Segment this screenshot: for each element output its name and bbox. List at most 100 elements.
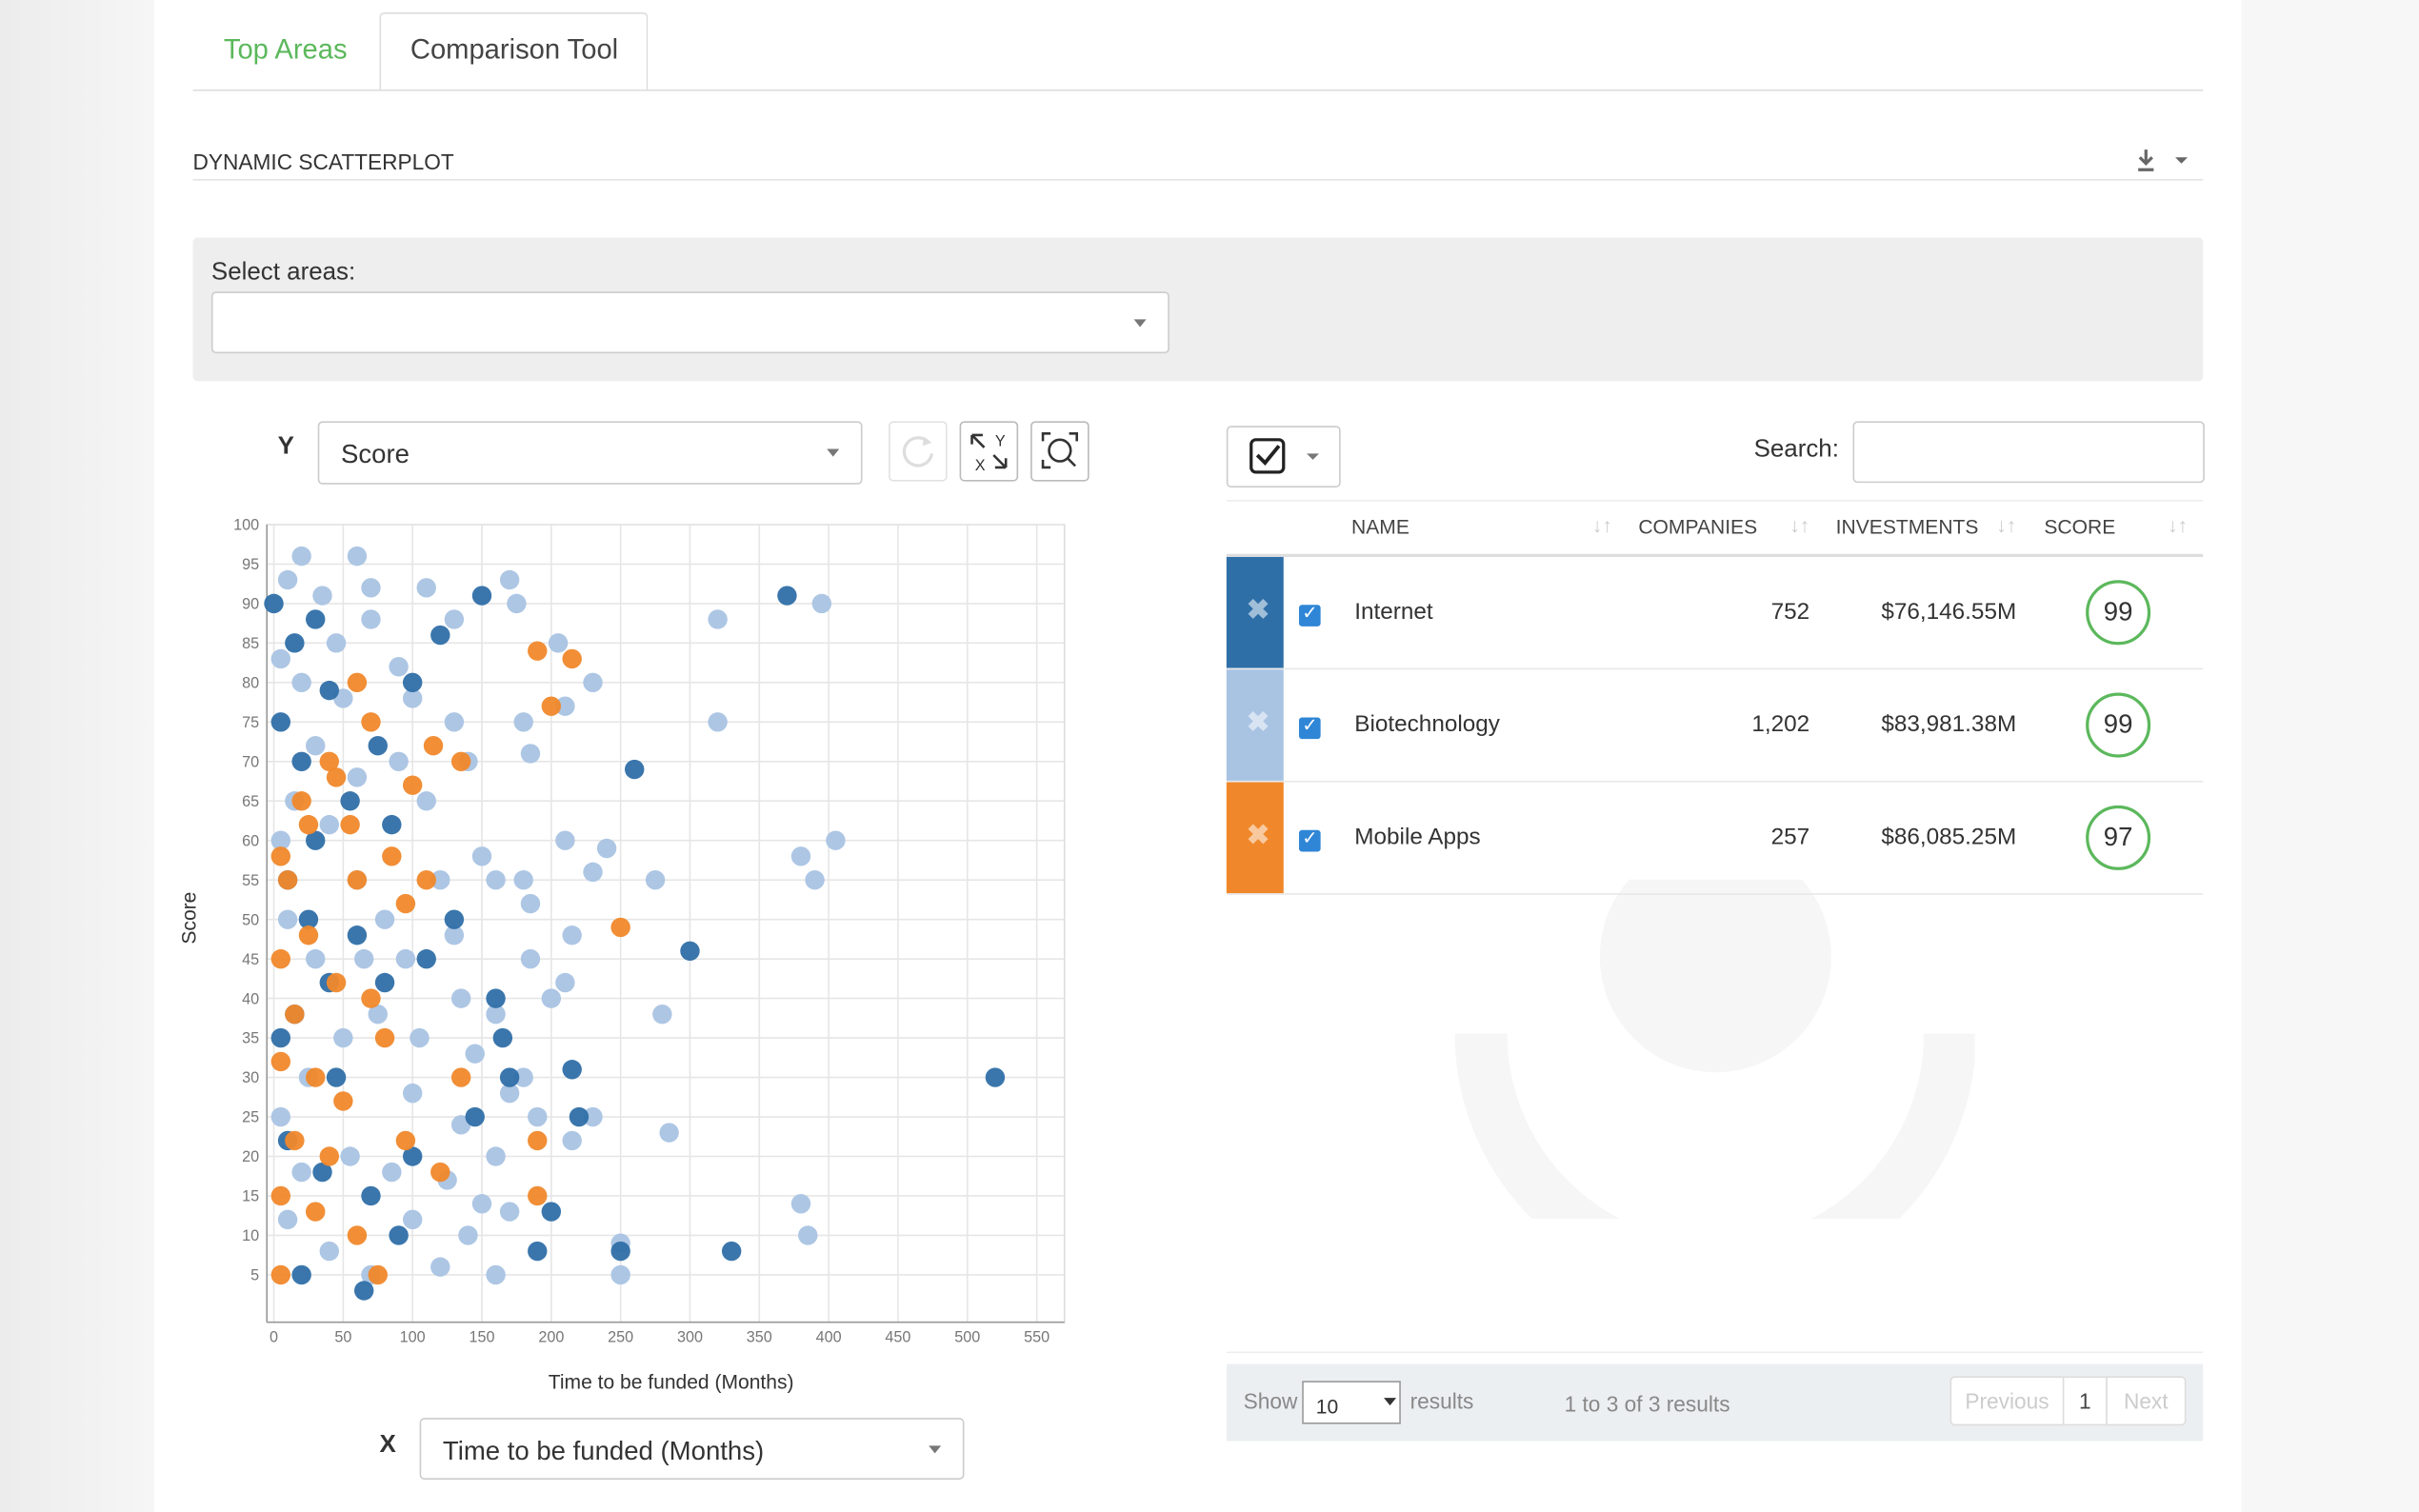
point	[285, 1004, 305, 1025]
column-header[interactable]: INVESTMENTS	[1835, 515, 1979, 539]
next-button[interactable]: Next	[2106, 1376, 2187, 1426]
point	[402, 1083, 423, 1104]
y-control-label: Y	[277, 433, 294, 460]
point	[347, 925, 368, 945]
y-tick-label: 75	[242, 714, 259, 731]
investments: $86,085.25M	[1881, 824, 2017, 850]
point	[291, 751, 311, 771]
point	[333, 1027, 353, 1048]
point	[444, 925, 465, 945]
point	[811, 593, 832, 614]
point	[610, 917, 630, 938]
point	[596, 838, 617, 859]
point	[625, 759, 645, 780]
y-select[interactable]: Score	[317, 421, 863, 485]
point	[583, 862, 603, 883]
sort-icon[interactable]: ↓↑	[1591, 513, 1612, 537]
series-swatch[interactable]: ✖	[1226, 782, 1284, 894]
footer-rule	[1226, 1351, 2204, 1354]
tab[interactable]: Top Areas	[223, 33, 348, 66]
point	[402, 1146, 423, 1166]
point	[548, 633, 569, 653]
point	[520, 948, 541, 969]
point	[306, 609, 326, 629]
point	[471, 1194, 492, 1214]
x-tick-label: 450	[885, 1329, 910, 1346]
point	[541, 1202, 562, 1222]
reset-button[interactable]	[889, 421, 948, 482]
area-select[interactable]	[210, 291, 1170, 354]
point	[826, 830, 846, 850]
remove-icon[interactable]: ✖	[1246, 819, 1270, 850]
column-header[interactable]: NAME	[1351, 515, 1409, 539]
point	[368, 1004, 388, 1025]
point	[985, 1067, 1006, 1087]
active-tab[interactable]	[379, 11, 649, 91]
point	[270, 1185, 291, 1206]
y-tick-label: 85	[242, 635, 259, 652]
row-checkbox[interactable]: ✓	[1298, 602, 1321, 627]
point	[507, 593, 527, 614]
filter-label: Select areas:	[210, 259, 356, 286]
point	[444, 712, 465, 732]
series-swatch[interactable]: ✖	[1226, 556, 1284, 668]
sort-icon[interactable]: ↓↑	[1789, 513, 1810, 537]
download-button[interactable]	[2137, 149, 2192, 173]
y-tick-label: 45	[242, 951, 259, 968]
point	[583, 672, 603, 693]
table-head-rule	[1226, 553, 2204, 557]
row-rule	[1226, 667, 2204, 670]
point	[395, 893, 416, 914]
point	[528, 1241, 548, 1262]
point	[277, 1209, 298, 1230]
tab[interactable]: Comparison Tool	[410, 33, 619, 66]
table-rule	[1226, 500, 2204, 502]
point	[285, 633, 305, 653]
y-tick-label: 55	[242, 872, 259, 889]
point	[798, 1225, 818, 1245]
sort-icon[interactable]: ↓↑	[1996, 513, 2017, 537]
point	[270, 846, 291, 866]
point	[374, 972, 395, 993]
select-all-button[interactable]	[1226, 426, 1341, 488]
show-label: Show	[1243, 1388, 1298, 1414]
investments: $76,146.55M	[1881, 598, 2017, 626]
point	[680, 941, 700, 962]
search-input[interactable]	[1852, 421, 2205, 484]
point	[450, 1067, 471, 1087]
point	[353, 948, 374, 969]
point	[347, 1225, 368, 1245]
y-tick-label: 10	[242, 1227, 259, 1244]
zoom-button[interactable]	[1030, 421, 1090, 482]
series-swatch[interactable]: ✖	[1226, 669, 1284, 781]
point	[298, 925, 319, 945]
point	[528, 1106, 548, 1127]
x-select[interactable]: Time to be funded (Months)	[419, 1418, 965, 1480]
point	[347, 672, 368, 693]
point	[402, 1209, 423, 1230]
point	[402, 672, 423, 693]
point	[326, 633, 347, 653]
point	[499, 569, 520, 590]
point	[610, 1241, 630, 1262]
row-checkbox[interactable]: ✓	[1298, 714, 1321, 740]
point	[319, 751, 339, 771]
remove-icon[interactable]: ✖	[1246, 706, 1270, 738]
point	[541, 696, 562, 716]
point	[721, 1241, 742, 1262]
column-header[interactable]: COMPANIES	[1638, 515, 1758, 539]
row-checkbox[interactable]: ✓	[1298, 827, 1321, 852]
point	[416, 578, 436, 598]
page-size-select[interactable]: 10	[1302, 1381, 1401, 1424]
point	[368, 735, 388, 756]
sort-icon[interactable]: ↓↑	[2167, 513, 2189, 537]
column-header[interactable]: SCORE	[2044, 515, 2116, 539]
point	[319, 1241, 339, 1262]
row-rule	[1226, 893, 2204, 895]
point	[270, 830, 291, 850]
y-tick-label: 65	[242, 793, 259, 810]
x-tick-label: 150	[469, 1329, 494, 1346]
remove-icon[interactable]: ✖	[1246, 593, 1270, 626]
point	[361, 578, 381, 598]
